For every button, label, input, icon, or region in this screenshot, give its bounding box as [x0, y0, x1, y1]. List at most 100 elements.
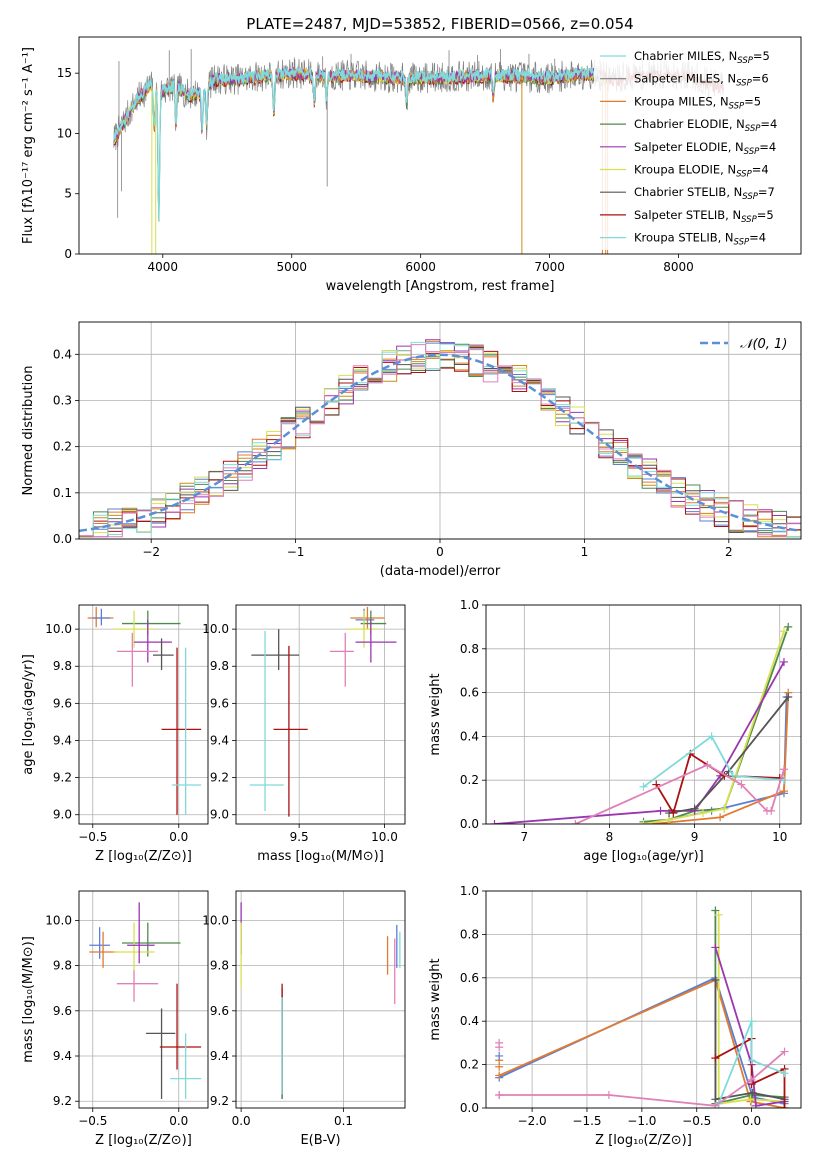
- weight-series-line: [575, 763, 785, 824]
- legend-entry: Kroupa ELODIE, NSSP=4: [634, 163, 769, 180]
- plus-marker: [690, 804, 699, 813]
- plot-age-vs-metallicity: −0.5 0.0 9.0 9.2 9.4 9.6 9.8 10.0 Z [log₁₀(Z/Z⊙)…: [21, 604, 209, 864]
- legend-entry-subscript: SSP: [745, 124, 761, 134]
- x-tick-label: −1.5: [572, 1114, 601, 1128]
- plus-marker: [728, 771, 737, 780]
- legend-entry-text: Chabrier STELIB, N: [634, 185, 742, 199]
- legend-entry-count: =4: [752, 163, 769, 177]
- grid-lines: [236, 605, 405, 824]
- x-axis-label: wavelength [Angstrom, rest frame]: [326, 279, 555, 294]
- axes-frame: [485, 890, 802, 1109]
- plus-marker: [495, 1090, 504, 1099]
- x-axis-label: Z [log₁₀(Z/Z⊙)]: [95, 1133, 192, 1148]
- legend-entry-text: Salpeter STELIB, N: [634, 208, 741, 222]
- plus-marker: [707, 732, 716, 741]
- y-tick-label: 9.0: [53, 808, 72, 822]
- weight-series-line: [714, 947, 785, 1107]
- legend-entry-text: Kroupa MILES, N: [634, 94, 729, 108]
- legend-box: [594, 44, 799, 250]
- legend-entry-count: =6: [752, 72, 769, 86]
- x-axis-label: Z [log₁₀(Z/Z⊙)]: [95, 849, 192, 864]
- legend-entry-count: =5: [757, 208, 774, 222]
- plot-mass-weight-vs-age: 7 8 9 10 0.0 0.2 0.4 0.6 0.8 1.0 age [log₁₀(age/yr…: [428, 598, 802, 864]
- plus-marker: [711, 943, 720, 952]
- figure-title: PLATE=2487, MJD=53852, FIBERID=0566, z=0…: [246, 15, 633, 33]
- y-tick-label: 0.8: [460, 927, 479, 941]
- axes-frame: [78, 890, 209, 1109]
- plus-marker: [714, 910, 723, 919]
- legend-entry: Salpeter ELODIE, NSSP=4: [634, 140, 776, 157]
- axes-frame: [235, 604, 406, 825]
- plus-marker: [639, 782, 648, 791]
- y-tick-label: 10.0: [45, 622, 72, 636]
- y-tick-label: 10.0: [45, 913, 72, 927]
- legend-entry-text: Chabrier ELODIE, N: [634, 117, 745, 131]
- legend-entry-subscript: SSP: [737, 56, 753, 66]
- x-tick-label: 6000: [405, 260, 436, 274]
- weight-series-line: [494, 661, 785, 824]
- y-axis-label: age [log₁₀(age/yr)]: [21, 654, 36, 775]
- x-tick-label: 5000: [276, 260, 307, 274]
- grid-lines: [236, 891, 405, 1108]
- x-tick-label: 0.1: [334, 1114, 353, 1128]
- legend-entry-subscript: SSP: [742, 192, 758, 202]
- y-tick-label: 9.8: [53, 659, 72, 673]
- y-axis-label: mass weight: [428, 958, 443, 1040]
- legend-gaussian-label: 𝒩(0, 1): [740, 337, 787, 352]
- y-tick-label: 9.2: [53, 771, 72, 785]
- y-tick-label: 0.4: [53, 347, 72, 361]
- axes-frame: [485, 604, 802, 825]
- y-tick-label: 15: [57, 66, 72, 80]
- weight-series-line: [651, 692, 790, 824]
- plus-marker: [746, 1095, 755, 1104]
- plus-marker: [703, 760, 712, 769]
- y-axis-label: Normed distribution: [21, 366, 36, 496]
- plot-mass-vs-extinction: 0.0 0.1 9.2 9.4 9.6 9.8 10.0 E(B-V): [202, 890, 406, 1148]
- plus-marker: [748, 1088, 757, 1097]
- legend-entry-subscript: SSP: [736, 79, 752, 89]
- grid-lines: [79, 605, 208, 824]
- axes-frame: [78, 321, 802, 540]
- x-tick-label: −0.5: [78, 830, 107, 844]
- y-tick-label: 10.0: [202, 913, 229, 927]
- y-tick-label: 0.8: [460, 642, 479, 656]
- y-tick-label: 9.4: [53, 733, 72, 747]
- plus-marker: [780, 1047, 789, 1056]
- legend-entry-count: =5: [744, 94, 761, 108]
- y-tick-label: 9.6: [210, 1004, 229, 1018]
- plot-content: [490, 622, 793, 824]
- y-tick-label: 9.6: [210, 696, 229, 710]
- plus-marker: [737, 780, 746, 789]
- x-tick-label: 7000: [534, 260, 565, 274]
- y-tick-label: 9.4: [210, 733, 229, 747]
- y-tick-label: 9.8: [53, 959, 72, 973]
- legend-entry: Salpeter STELIB, NSSP=5: [634, 208, 774, 225]
- weight-series-line: [642, 735, 785, 788]
- legend-entry-text: Chabrier MILES, N: [634, 49, 737, 63]
- y-tick-label: 9.0: [210, 808, 229, 822]
- legend-entry-count: =5: [753, 49, 770, 63]
- x-tick-label: 7: [520, 830, 528, 844]
- plus-marker: [779, 657, 788, 666]
- plus-marker: [711, 975, 720, 984]
- y-tick-label: 0.2: [53, 440, 72, 454]
- y-tick-label: 9.6: [53, 1004, 72, 1018]
- y-tick-label: 0.6: [460, 686, 479, 700]
- histogram-step-series: [79, 344, 801, 539]
- x-tick-label: 10.0: [371, 830, 398, 844]
- plus-marker: [604, 1090, 613, 1099]
- legend-entry: Chabrier ELODIE, NSSP=4: [634, 117, 777, 134]
- y-axis-label: mass weight: [428, 673, 443, 755]
- y-tick-label: 9.6: [53, 696, 72, 710]
- legend-entry-count: =4: [759, 140, 776, 154]
- y-tick-label: 0.2: [460, 1058, 479, 1072]
- axes-frame: [78, 604, 209, 825]
- x-axis-label: Z [log₁₀(Z/Z⊙)]: [595, 1133, 692, 1148]
- plus-marker: [711, 906, 720, 915]
- y-tick-label: 0: [64, 247, 72, 261]
- x-tick-label: 4000: [148, 260, 179, 274]
- plot-content: [89, 902, 202, 1099]
